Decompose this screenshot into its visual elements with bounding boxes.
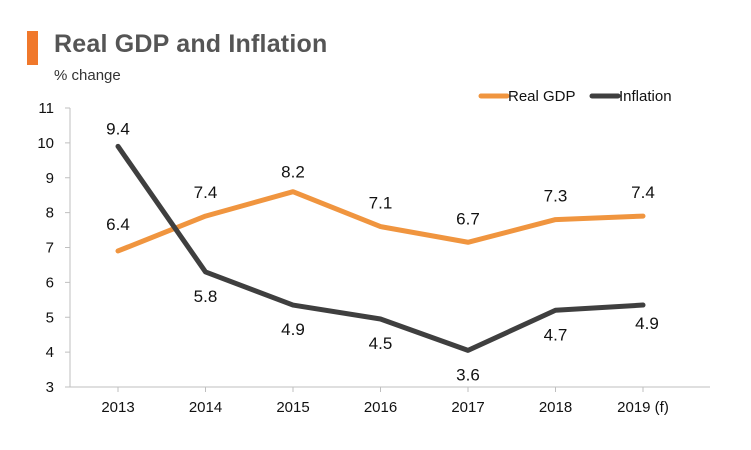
x-tick-label: 2015 [276,399,309,416]
x-tick-label: 2016 [364,399,397,416]
chart-axes: 3 4 5 6 7 8 9 10 11 2013 2014 2015 2016 2017 2018 2019 … [37,100,710,416]
inflation-data-label: 4.9 [635,314,659,333]
x-tick-label: 2017 [451,399,484,416]
real-gdp-series-line [115,189,646,254]
title-accent-bar [27,31,38,65]
real-gdp-data-label: 7.4 [194,183,218,202]
x-tick-label: 2013 [101,399,134,416]
y-tick-label: 7 [46,240,54,257]
y-tick-label: 11 [38,100,54,117]
y-tick-label: 4 [46,344,54,361]
y-tick-label: 3 [46,379,54,396]
real-gdp-data-label: 6.7 [456,209,480,228]
real-gdp-data-label: 6.4 [106,215,130,234]
y-tick-label: 9 [46,170,54,187]
x-tick-label: 2018 [539,399,572,416]
real-gdp-data-label: 7.4 [631,183,655,202]
inflation-data-label: 4.5 [369,334,393,353]
x-tick-label: 2019 (f) [617,399,669,416]
real-gdp-data-label: 7.3 [544,187,568,206]
inflation-data-label: 9.4 [106,119,130,138]
inflation-data-label: 4.7 [544,325,568,344]
real-gdp-data-label: 7.1 [369,194,393,213]
inflation-data-label: 5.8 [194,287,218,306]
y-axis-unit-label: % change [54,67,121,84]
inflation-data-label: 4.9 [281,320,305,339]
x-tick-label: 2014 [189,399,222,416]
y-tick-label: 10 [37,135,54,152]
inflation-series-line [115,143,646,353]
y-tick-label: 5 [46,309,54,326]
inflation-legend-label: Inflation [619,88,672,105]
real-gdp-data-label: 8.2 [281,163,305,182]
chart-series [115,143,646,353]
y-tick-label: 8 [46,205,54,222]
chart-legend: Real GDP Inflation [478,88,672,105]
chart-data-labels: 6.4 7.4 8.2 7.1 6.7 7.3 7.4 9.4 5.8 4.9 4.5 3.6 4.7 4… [106,119,659,384]
y-tick-label: 6 [46,274,54,291]
inflation-data-label: 3.6 [456,365,480,384]
chart-title: Real GDP and Inflation [54,30,328,58]
real-gdp-legend-label: Real GDP [508,88,576,105]
